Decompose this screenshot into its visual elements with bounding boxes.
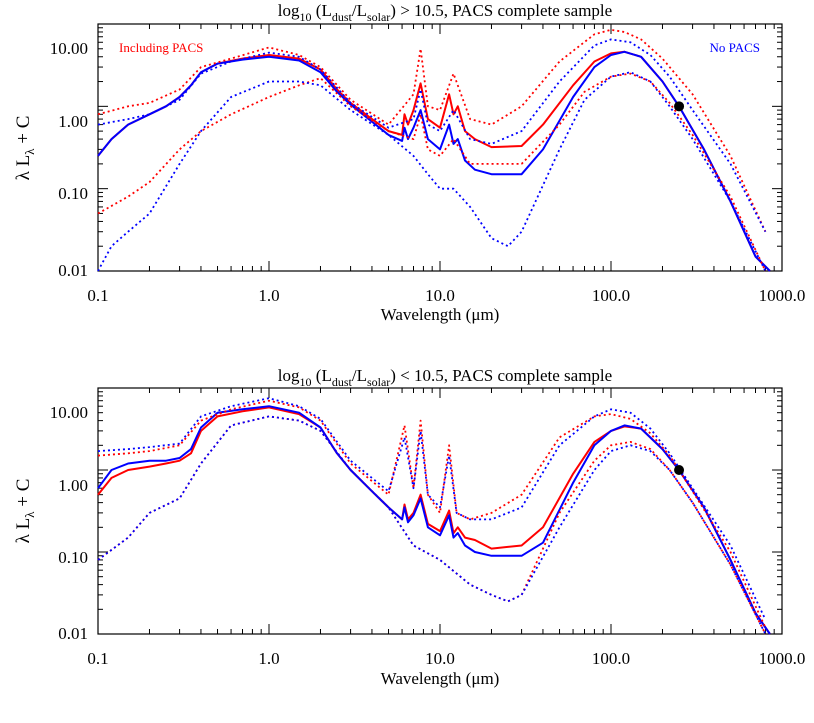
y-tick-label: 0.10 — [58, 548, 88, 567]
normalization-point — [674, 101, 685, 112]
panel-bottom: log10 (Ldust/Lsolar) < 10.5, PACS comple… — [13, 366, 805, 688]
x-axis-label-bottom: Wavelength (μm) — [381, 669, 500, 688]
x-tick-label: 1.0 — [258, 649, 279, 668]
series-line-no-pacs-upper — [97, 397, 767, 620]
series-line-including-pacs-median — [97, 406, 771, 635]
panel-top-title: log10 (Ldust/Lsolar) > 10.5, PACS comple… — [278, 1, 612, 24]
x-tick-label: 1.0 — [258, 286, 279, 305]
series-line-no-pacs-lower — [97, 71, 767, 272]
series-line-no-pacs-median — [97, 405, 771, 635]
y-tick-label: 0.01 — [58, 261, 88, 280]
x-tick-label: 100.0 — [592, 649, 630, 668]
x-tick-label: 1000.0 — [759, 649, 806, 668]
series-line-including-pacs-upper — [97, 399, 767, 628]
plot-frame-bottom — [97, 387, 783, 635]
y-tick-label: 0.01 — [58, 624, 88, 643]
series-line-no-pacs-median — [97, 50, 771, 272]
x-tick-label: 10.0 — [425, 649, 455, 668]
panel-bottom-title: log10 (Ldust/Lsolar) < 10.5, PACS comple… — [278, 366, 612, 389]
y-tick-label: 1.00 — [58, 112, 88, 131]
y-tick-label: 10.00 — [50, 39, 88, 58]
y-axis-label-top: λ Lλ + C — [13, 116, 37, 181]
series-group-bottom — [97, 397, 771, 635]
y-axis-label-bottom: λ Lλ + C — [13, 479, 37, 544]
series-line-including-pacs-upper — [97, 28, 767, 233]
series-line-no-pacs-upper — [97, 38, 767, 233]
x-tick-label: 100.0 — [592, 286, 630, 305]
x-tick-label: 0.1 — [87, 649, 108, 668]
legend-no-pacs: No PACS — [710, 40, 760, 55]
x-tick-label: 10.0 — [425, 286, 455, 305]
axis-ticks-bottom — [97, 387, 783, 635]
legend-including-pacs: Including PACS — [119, 40, 203, 55]
series-line-including-pacs-lower — [97, 72, 767, 272]
x-tick-label: 1000.0 — [759, 286, 806, 305]
series-group-top — [97, 28, 771, 272]
y-tick-label: 0.10 — [58, 184, 88, 203]
axis-ticks-top — [97, 23, 783, 272]
series-line-including-pacs-median — [97, 50, 771, 272]
y-tick-label: 1.00 — [58, 476, 88, 495]
y-tick-label: 10.00 — [50, 403, 88, 422]
x-tick-label: 0.1 — [87, 286, 108, 305]
panel-top: log10 (Ldust/Lsolar) > 10.5, PACS comple… — [13, 1, 805, 324]
x-axis-label-top: Wavelength (μm) — [381, 305, 500, 324]
normalization-point — [674, 465, 685, 475]
